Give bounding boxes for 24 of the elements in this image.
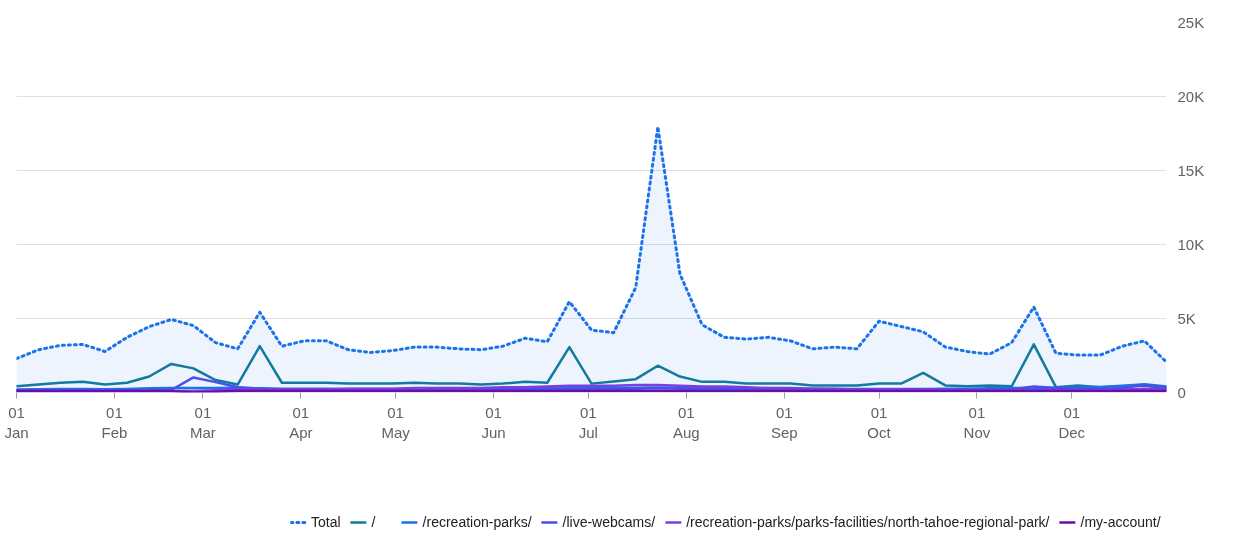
legend-label: /recreation-parks/ [422, 513, 532, 530]
x-tick-label: 01 Oct [867, 403, 892, 441]
y-tick-label: 10K [1177, 236, 1205, 253]
legend-label: Total [311, 513, 341, 530]
x-tick-label: 01 Sep [770, 403, 798, 441]
x-tick-label: 01 Jul [578, 403, 598, 441]
x-tick-label: 01 Apr [289, 403, 313, 441]
legend-label: /live-webcams/ [562, 513, 656, 530]
x-tick-label: 01 Nov [963, 403, 991, 441]
x-tick-label: 01 Feb [101, 403, 128, 441]
x-tick-label: 01 Aug [672, 403, 700, 441]
y-tick-label: 20K [1177, 88, 1205, 105]
legend-label: /recreation-parks/parks-facilities/north-tahoe-regional-park/ [686, 513, 1050, 530]
y-tick-label: 15K [1177, 162, 1205, 179]
y-tick-label: 25K [1177, 14, 1205, 31]
y-tick-label: 0 [1177, 384, 1186, 401]
x-tick-label: 01 Mar [189, 403, 216, 441]
x-tick-label: 01 May [381, 403, 411, 441]
x-tick-label: 01 Jan [4, 403, 29, 441]
x-tick-label: 01 Jun [481, 403, 506, 441]
legend-label: / [371, 513, 377, 530]
x-tick-label: 01 Dec [1058, 403, 1086, 441]
y-tick-label: 5K [1177, 310, 1196, 327]
legend-label: /my-account/ [1080, 513, 1161, 530]
